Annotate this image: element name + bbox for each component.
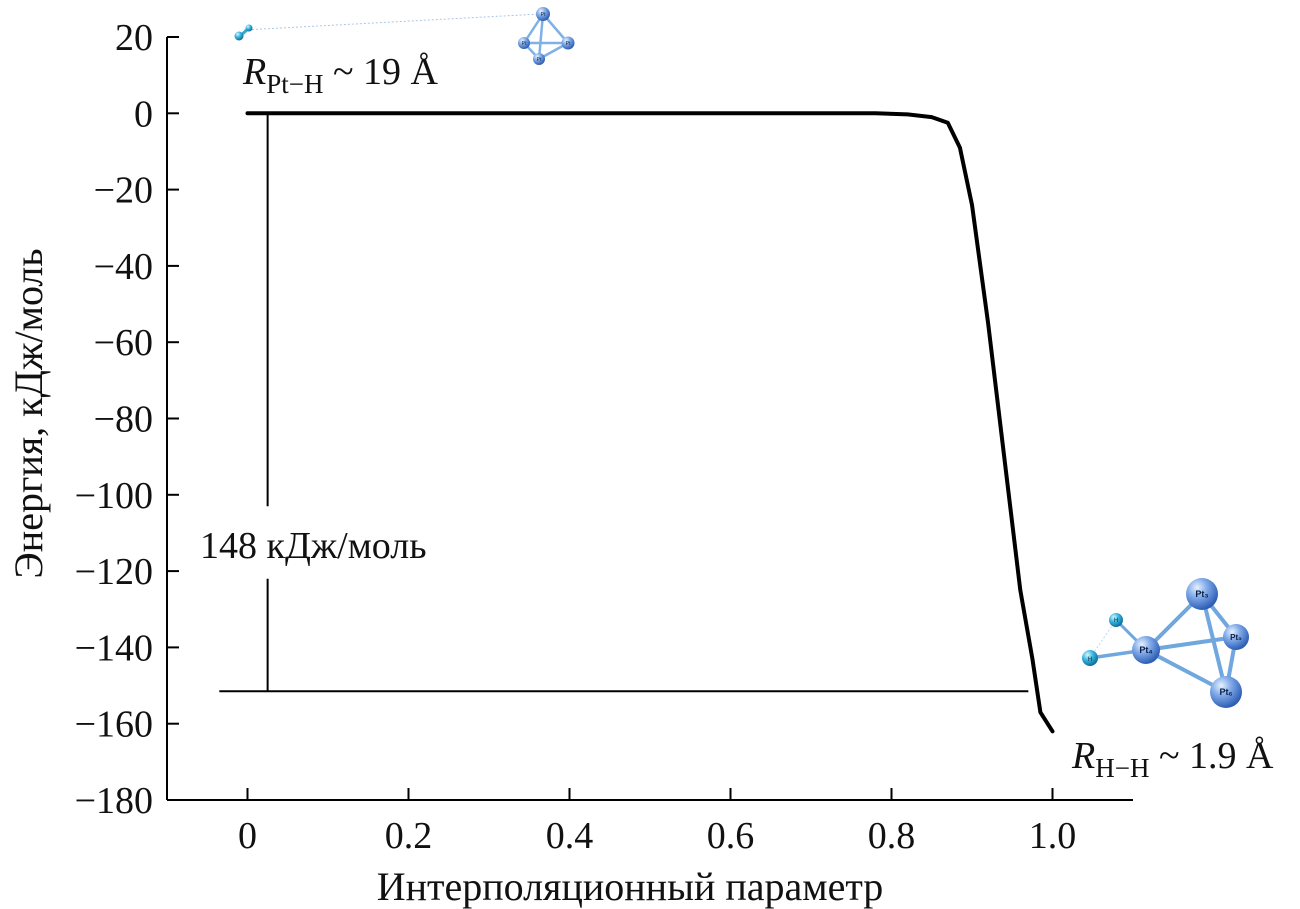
y-tick-label: −160 [75,704,153,746]
molecule-top-illustration: Pt Pt Pt Pt [234,7,575,65]
y-tick-label: −60 [94,322,153,364]
atom-label: Pt [522,41,527,47]
h-atom [1109,613,1123,627]
h-atom [234,31,244,41]
series-line [245,111,1055,734]
pt-atom [533,53,545,65]
x-tick-label: 0.8 [868,815,916,857]
x-tick-label: 0.6 [707,815,755,857]
molecule-bottom-illustration: H H Pt₃ Pt₄ Pt₅ Pt₆ [1082,578,1249,708]
atom-label: Pt₅ [1230,633,1242,642]
pt-atom [561,36,575,50]
atom-label: Pt₆ [1219,687,1232,697]
y-axis-label: Энергия, кДж/моль [6,248,51,578]
energy-gap-label: 148 кДж/моль [200,525,427,567]
h-atom [245,24,253,32]
y-tick-label: 0 [134,93,153,135]
y-tick-label: −120 [75,551,153,593]
atom-label: Pt [541,12,546,18]
y-tick-label: −100 [75,475,153,517]
x-axis-label: Интерполяционный параметр [377,864,884,909]
h-atom [1082,650,1098,666]
x-tick-label: 0.2 [385,815,433,857]
y-tick-label: −40 [94,246,153,288]
pt-atom [1132,636,1160,664]
y-tick-label: −180 [75,780,153,822]
h-label: H [1114,618,1118,624]
y-tick-label: −80 [94,399,153,441]
atom-label: Pt₃ [1195,589,1208,599]
atom-label: Pt [537,57,542,63]
y-tick-label: 20 [115,17,153,59]
x-tick-label: 0.4 [546,815,594,857]
x-tick-label: 1.0 [1029,815,1077,857]
pt-atom [1223,624,1249,650]
series-group [245,111,1055,734]
y-tick-label: −20 [94,170,153,212]
x-tick-label: 0 [238,815,257,857]
annotations: 148 кДж/моль RPt−H ~ 19 Å RH−H ~ 1.9 Å [200,51,1274,783]
pt-atom [1210,676,1242,708]
pt-atom [536,7,550,21]
atom-label: Pt₄ [1139,645,1152,655]
top-distance-label: RPt−H ~ 19 Å [242,51,439,99]
h-label: H [1088,657,1092,663]
pt-atom [518,37,530,49]
bottom-distance-label: RH−H ~ 1.9 Å [1071,735,1274,783]
pt-atom [1186,578,1218,610]
y-tick-label: −140 [75,627,153,669]
atom-label: Pt [566,41,571,47]
axes: 0 0.2 0.4 0.6 0.8 1.0 20 0 −20 −40 −60 −80 −100 −120 −… [6,17,1133,909]
